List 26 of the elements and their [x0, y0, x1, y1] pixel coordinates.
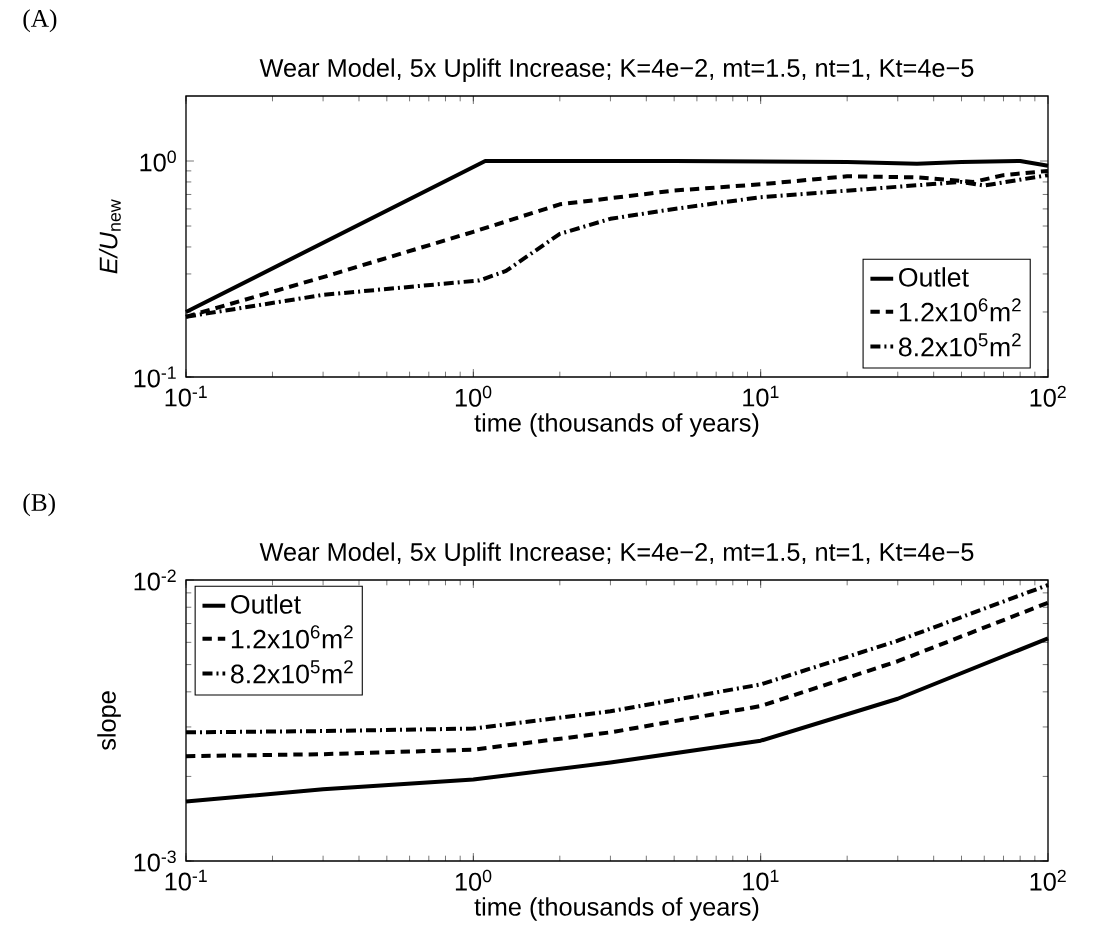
legend-label: 8.2x10$^{5}$m$^{2}$ — [899, 333, 1021, 357]
x-tick-label: 10$^{-1}$ — [165, 385, 207, 407]
x-tick-label: 10$^{2}$ — [1030, 385, 1066, 407]
chart-title: Wear Model, 5x Uplift Increase; K=4e−2, mt=1.5, nt=1, Kt=4e−5 — [259, 542, 974, 566]
x-tick-label: 10$^{0}$ — [455, 869, 492, 891]
y-tick-label: 10$^{-1}$ — [134, 366, 176, 388]
y-axis-title: slope — [97, 691, 121, 751]
text: (B) — [23, 493, 55, 517]
text: (A) — [23, 9, 57, 33]
legend-label: Outlet — [899, 267, 969, 287]
y-tick-label: 10$^{-2}$ — [134, 569, 176, 591]
y-tick-label: 10$^{-3}$ — [134, 850, 176, 872]
x-tick-label: 10$^{2}$ — [1030, 869, 1066, 891]
legend-label: Outlet — [231, 594, 301, 614]
y-tick-label: 10$^{0}$ — [140, 150, 176, 172]
x-axis-title: time (thousands of years) — [474, 897, 759, 921]
x-tick-label: 10$^{1}$ — [743, 869, 779, 891]
legend-label: 1.2x10$^{6}$m$^{2}$ — [231, 625, 353, 649]
chart-title: Wear Model, 5x Uplift Increase; K=4e−2, mt=1.5, nt=1, Kt=4e−5 — [259, 58, 974, 82]
y-axis-title: E/U$_{new}$ — [98, 199, 121, 274]
x-tick-label: 10$^{0}$ — [455, 385, 492, 407]
legend-label: 1.2x10$^{6}$m$^{2}$ — [899, 298, 1021, 322]
x-tick-label: 10$^{1}$ — [743, 385, 779, 407]
x-axis-title: time (thousands of years) — [474, 413, 759, 437]
legend-label: 8.2x10$^{5}$m$^{2}$ — [231, 660, 353, 684]
x-tick-label: 10$^{-1}$ — [165, 869, 207, 891]
